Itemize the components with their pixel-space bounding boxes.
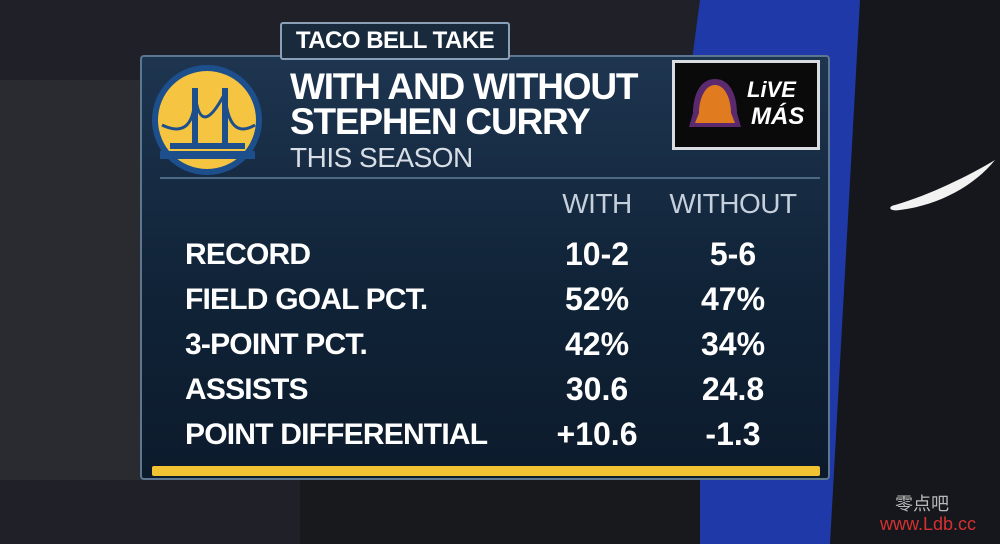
cell-value: 47% bbox=[700, 281, 766, 317]
cell-value: -1.3 bbox=[705, 416, 761, 452]
cell-value: 10-2 bbox=[564, 236, 630, 272]
row-label: POINT DIFFERENTIAL bbox=[185, 418, 488, 451]
subtitle: THIS SEASON bbox=[290, 142, 473, 173]
title: WITH AND WITHOUT bbox=[290, 66, 638, 107]
sponsor-logo: LiVE MÁS bbox=[672, 60, 820, 150]
tag: TACO BELL TAKE bbox=[280, 22, 510, 60]
row-label: FIELD GOAL PCT. bbox=[185, 283, 428, 316]
accent-stripe bbox=[152, 466, 820, 476]
cell-value: 52% bbox=[564, 281, 630, 317]
cell-value: +10.6 bbox=[556, 416, 638, 452]
watermark: www.Ldb.cc bbox=[880, 514, 977, 534]
cell-value: 34% bbox=[700, 326, 766, 362]
row-label: ASSISTS bbox=[185, 373, 309, 406]
sponsor-text: LiVE bbox=[747, 77, 796, 102]
column-header: WITH bbox=[562, 188, 632, 219]
watermark: 零点吧 bbox=[895, 494, 949, 514]
column-header: WITHOUT bbox=[669, 188, 797, 219]
row-label: 3-POINT PCT. bbox=[185, 328, 368, 361]
divider bbox=[160, 177, 820, 179]
cell-value: 42% bbox=[564, 326, 630, 362]
row-label: RECORD bbox=[185, 238, 311, 271]
cell-value: 30.6 bbox=[565, 371, 629, 407]
team-logo bbox=[152, 65, 262, 175]
cell-value: 5-6 bbox=[709, 236, 757, 272]
sponsor-text: MÁS bbox=[751, 103, 805, 130]
cell-value: 24.8 bbox=[701, 371, 765, 407]
sponsor-icon bbox=[689, 79, 741, 127]
title: STEPHEN CURRY bbox=[290, 101, 591, 142]
